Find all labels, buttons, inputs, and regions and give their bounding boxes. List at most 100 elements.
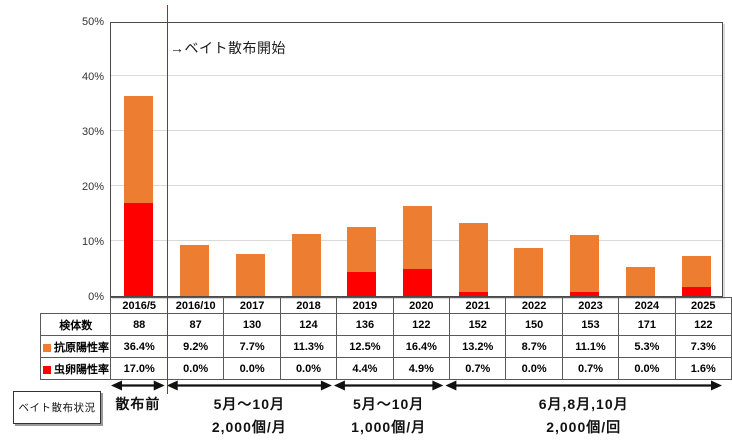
cell-抗原陽性率-2019: 12.5% (336, 335, 394, 358)
bar-egg-2016/5 (124, 202, 154, 296)
bar-2017 (235, 253, 265, 296)
y-tick-10: 10% (81, 236, 104, 248)
timeline-status-box: ベイト散布状況 (13, 391, 101, 424)
bar-2025 (681, 255, 711, 296)
table-row-検体数: 検体数 88 87 130 124 136 122 152 150 153 171 122 (39, 313, 732, 336)
cell-検体数-2019: 136 (336, 313, 394, 336)
y-tick-40: 40% (81, 71, 104, 83)
cell-虫卵陽性率-2021: 0.7% (449, 357, 507, 380)
bar-egg-2019 (347, 271, 377, 296)
cell-虫卵陽性率-2019: 4.4% (336, 357, 394, 380)
cell-虫卵陽性率-2025: 1.6% (674, 357, 732, 380)
cell-抗原陽性率-2023: 11.1% (561, 335, 620, 358)
cell-検体数-2021: 152 (449, 313, 507, 336)
legend-swatch-icon (43, 343, 51, 352)
cell-虫卵陽性率-2024: 0.0% (618, 357, 676, 380)
arrowhead-icon (711, 380, 722, 391)
col-header-2017: 2017 (223, 297, 281, 314)
row-label-検体数: 検体数 (39, 313, 112, 336)
timeline-sub-2: 1,000個/月 (351, 419, 427, 435)
bar-2016/5 (124, 95, 154, 296)
legend-swatch-icon (43, 365, 51, 374)
bar-egg-2023 (570, 292, 600, 296)
cell-抗原陽性率-2021: 13.2% (449, 335, 507, 358)
table-row-虫卵陽性率: 虫卵陽性率 17.0% 0.0% 0.0% 0.0% 4.4% 4.9% 0.7% 0.0% 0.… (39, 357, 732, 380)
cell-検体数-2024: 171 (618, 313, 676, 336)
timeline-label-0: 散布前 (115, 396, 161, 412)
col-header-2016/5: 2016/5 (110, 297, 168, 314)
timeline-sub-3: 2,000個/回 (546, 419, 622, 435)
col-header-2021: 2021 (449, 297, 507, 314)
cell-抗原陽性率-2025: 7.3% (674, 335, 732, 358)
y-tick-20: 20% (81, 181, 104, 193)
table-corner (41, 298, 111, 314)
table-row-抗原陽性率: 抗原陽性率 36.4% 9.2% 7.7% 11.3% 12.5% 16.4% 13.2% 8.… (39, 335, 732, 358)
plot-area (110, 22, 723, 297)
timeline-label-2: 5月～10月 (352, 396, 425, 412)
arrowhead-icon (166, 380, 178, 391)
bar-2020 (403, 205, 432, 296)
bar-2021 (458, 223, 488, 296)
y-tick-50: 50% (81, 16, 104, 28)
col-header-2022: 2022 (505, 297, 563, 314)
row-label-虫卵陽性率: 虫卵陽性率 (39, 357, 112, 380)
gridline-40 (111, 75, 722, 76)
cell-検体数-2016/5: 88 (110, 313, 168, 336)
col-header-2024: 2024 (618, 297, 676, 314)
cell-虫卵陽性率-2023: 0.7% (561, 357, 620, 380)
cell-抗原陽性率-2016/5: 36.4% (110, 335, 168, 358)
cell-検体数-2023: 153 (561, 313, 620, 336)
cell-検体数-2016/10: 87 (166, 313, 225, 336)
cell-虫卵陽性率-2020: 4.9% (392, 357, 451, 380)
data-table: 2016/5 2016/10 2017 2018 2019 2020 2021 2022 202… (39, 297, 732, 380)
bar-2024 (625, 266, 655, 296)
cell-虫卵陽性率-2018: 0.0% (279, 357, 338, 380)
cell-検体数-2022: 150 (505, 313, 563, 336)
cell-検体数-2020: 122 (392, 313, 451, 336)
cell-抗原陽性率-2016/10: 9.2% (166, 335, 225, 358)
event-line (166, 5, 168, 394)
gridline-30 (111, 130, 722, 131)
bar-2023 (570, 234, 600, 296)
arrowhead-icon (320, 380, 332, 391)
col-header-2016/10: 2016/10 (166, 297, 225, 314)
arrowhead-icon (445, 380, 457, 391)
timeline-status-label: ベイト散布状況 (18, 402, 96, 414)
bar-2018 (291, 233, 321, 296)
cell-抗原陽性率-2024: 5.3% (618, 335, 676, 358)
cell-抗原陽性率-2022: 8.7% (505, 335, 563, 358)
cell-虫卵陽性率-2016/10: 0.0% (166, 357, 225, 380)
y-tick-30: 30% (81, 126, 104, 138)
event-annotation: →ベイト散布開始 (170, 40, 286, 56)
row-label-抗原陽性率: 抗原陽性率 (39, 335, 112, 358)
bar-egg-2025 (681, 287, 711, 296)
timeline-sub-1: 2,000個/月 (211, 419, 287, 435)
timeline-label-3: 6月,8月,10月 (538, 396, 629, 412)
bar-egg-2020 (403, 269, 432, 296)
cell-検体数-2017: 130 (223, 313, 281, 336)
cell-検体数-2018: 124 (279, 313, 338, 336)
col-header-2020: 2020 (392, 297, 451, 314)
arrowhead-icon (153, 380, 165, 391)
cell-虫卵陽性率-2017: 0.0% (223, 357, 281, 380)
timeline-arrows (111, 380, 722, 391)
cell-抗原陽性率-2020: 16.4% (392, 335, 451, 358)
timeline-label-1: 5月～10月 (213, 396, 285, 412)
cell-虫卵陽性率-2022: 0.0% (505, 357, 563, 380)
cell-抗原陽性率-2018: 11.3% (279, 335, 338, 358)
cell-虫卵陽性率-2016/5: 17.0% (110, 357, 168, 380)
bar-2016/10 (180, 245, 210, 296)
col-header-2019: 2019 (336, 297, 394, 314)
bar-2022 (514, 248, 544, 296)
cell-検体数-2025: 122 (674, 313, 732, 336)
arrowhead-icon (111, 380, 122, 391)
col-header-2018: 2018 (279, 297, 338, 314)
gridline-20 (111, 185, 722, 186)
arrowhead-icon (333, 380, 345, 391)
col-header-2023: 2023 (561, 297, 620, 314)
bar-2019 (347, 227, 377, 296)
bar-egg-2021 (458, 292, 488, 296)
arrowhead-icon (432, 380, 444, 391)
col-header-2025: 2025 (674, 297, 732, 314)
